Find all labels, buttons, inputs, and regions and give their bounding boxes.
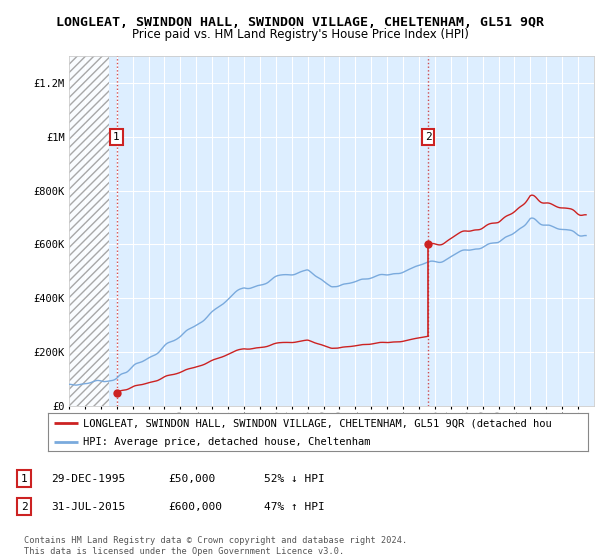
Text: £600,000: £600,000 <box>168 502 222 512</box>
Text: Price paid vs. HM Land Registry's House Price Index (HPI): Price paid vs. HM Land Registry's House … <box>131 28 469 41</box>
Text: 2: 2 <box>425 132 431 142</box>
Text: 31-JUL-2015: 31-JUL-2015 <box>51 502 125 512</box>
Text: 2: 2 <box>20 502 28 512</box>
Text: 1: 1 <box>113 132 120 142</box>
Text: LONGLEAT, SWINDON HALL, SWINDON VILLAGE, CHELTENHAM, GL51 9QR (detached hou: LONGLEAT, SWINDON HALL, SWINDON VILLAGE,… <box>83 418 552 428</box>
Text: 29-DEC-1995: 29-DEC-1995 <box>51 474 125 484</box>
Bar <box>69 56 109 406</box>
Text: 52% ↓ HPI: 52% ↓ HPI <box>264 474 325 484</box>
Text: HPI: Average price, detached house, Cheltenham: HPI: Average price, detached house, Chel… <box>83 437 371 447</box>
Text: 1: 1 <box>20 474 28 484</box>
Text: Contains HM Land Registry data © Crown copyright and database right 2024.
This d: Contains HM Land Registry data © Crown c… <box>24 536 407 556</box>
Text: 47% ↑ HPI: 47% ↑ HPI <box>264 502 325 512</box>
Text: £50,000: £50,000 <box>168 474 215 484</box>
Text: LONGLEAT, SWINDON HALL, SWINDON VILLAGE, CHELTENHAM, GL51 9QR: LONGLEAT, SWINDON HALL, SWINDON VILLAGE,… <box>56 16 544 29</box>
